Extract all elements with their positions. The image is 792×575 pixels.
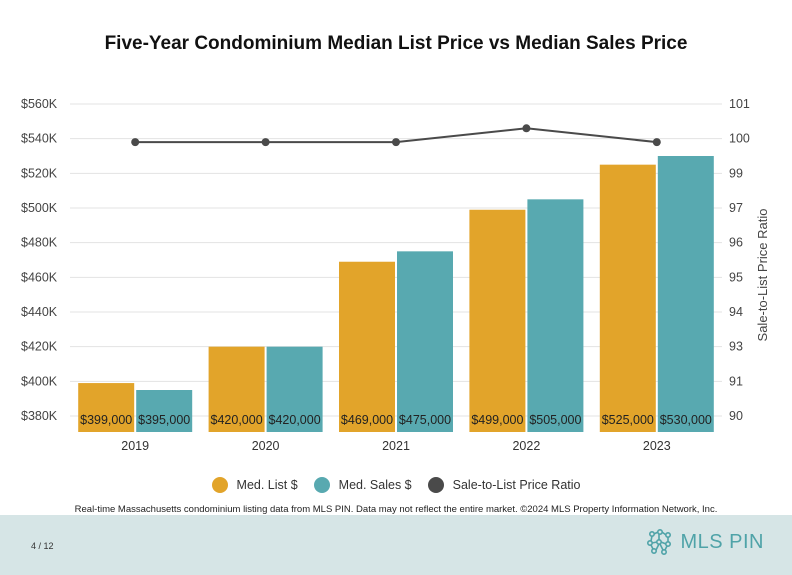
chart-legend: Med. List $ Med. Sales $ Sale-to-List Pr… bbox=[0, 477, 792, 493]
y-right-tick-label: 99 bbox=[729, 166, 743, 180]
y-right-tick-label: 97 bbox=[729, 201, 743, 215]
bar-list bbox=[78, 383, 135, 432]
y-left-tick-label: $520K bbox=[21, 166, 58, 180]
legend-label-sales: Med. Sales $ bbox=[338, 478, 412, 492]
legend-label-list: Med. List $ bbox=[236, 478, 298, 492]
x-tick-label: 2021 bbox=[382, 439, 410, 453]
bar-list bbox=[339, 261, 395, 432]
bar-sales bbox=[136, 390, 193, 432]
bar-sales bbox=[527, 199, 584, 432]
bar-list bbox=[469, 209, 526, 432]
y-right-tick-label: 95 bbox=[729, 270, 743, 284]
legend-swatch-sales bbox=[313, 477, 330, 493]
bar-list bbox=[208, 346, 265, 432]
y-right-tick-label: 101 bbox=[729, 97, 750, 111]
data-label-list: $499,000 bbox=[471, 413, 523, 427]
x-tick-label: 2022 bbox=[512, 439, 540, 453]
data-label-sales: $505,000 bbox=[529, 413, 581, 427]
y-left-tick-label: $480K bbox=[21, 236, 58, 250]
ratio-point bbox=[652, 138, 661, 147]
data-label-list: $469,000 bbox=[341, 413, 393, 427]
y-right-tick-label: 93 bbox=[729, 340, 743, 354]
ratio-point bbox=[522, 124, 531, 133]
data-label-sales: $530,000 bbox=[660, 413, 712, 427]
y-left-tick-label: $460K bbox=[21, 270, 58, 284]
data-label-sales: $395,000 bbox=[138, 413, 190, 427]
logo-text: MLS PIN bbox=[680, 530, 764, 553]
legend-item-ratio: Sale-to-List Price Ratio bbox=[427, 477, 581, 493]
legend-item-list: Med. List $ bbox=[211, 477, 298, 493]
ratio-point bbox=[261, 138, 270, 147]
x-tick-label: 2019 bbox=[121, 439, 149, 453]
legend-item-sales: Med. Sales $ bbox=[313, 477, 412, 493]
footer-band: 4 / 12 MLS PIN bbox=[0, 515, 792, 575]
legend-swatch-ratio bbox=[427, 477, 444, 493]
y-left-tick-label: $500K bbox=[21, 201, 58, 215]
bar-sales bbox=[657, 156, 714, 432]
bar-sales bbox=[266, 346, 323, 432]
y-left-tick-label: $420K bbox=[21, 340, 58, 354]
data-label-list: $525,000 bbox=[602, 413, 654, 427]
network-icon bbox=[647, 529, 672, 555]
data-label-list: $399,000 bbox=[80, 413, 132, 427]
data-label-sales: $475,000 bbox=[399, 413, 451, 427]
y-right-tick-label: 90 bbox=[729, 409, 743, 423]
y-left-tick-label: $540K bbox=[21, 132, 58, 146]
right-axis-title: Sale-to-List Price Ratio bbox=[755, 209, 770, 342]
y-right-tick-label: 94 bbox=[729, 305, 743, 319]
y-left-tick-label: $560K bbox=[21, 97, 58, 111]
y-right-tick-label: 96 bbox=[729, 236, 743, 250]
legend-swatch-list bbox=[211, 477, 228, 493]
y-right-tick-label: 100 bbox=[729, 132, 750, 146]
bar-list bbox=[599, 164, 656, 432]
y-right-tick-label: 91 bbox=[729, 374, 743, 388]
chart-title: Five-Year Condominium Median List Price … bbox=[104, 33, 688, 54]
ratio-point bbox=[131, 138, 140, 147]
y-left-tick-label: $440K bbox=[21, 305, 58, 319]
y-left-tick-label: $400K bbox=[21, 374, 58, 388]
data-label-list: $420,000 bbox=[211, 413, 263, 427]
ratio-point bbox=[392, 138, 400, 147]
footnote: Real-time Massachusetts condominium list… bbox=[74, 504, 718, 515]
chart-plot: $380K 90 $400K 91 $420K 93 $440K 94 $460K 95 $480K… bbox=[21, 97, 770, 453]
y-left-tick-label: $380K bbox=[21, 409, 58, 423]
page-number: 4 / 12 bbox=[31, 541, 54, 551]
x-tick-label: 2023 bbox=[643, 439, 671, 453]
bar-sales bbox=[397, 251, 453, 432]
legend-label-ratio: Sale-to-List Price Ratio bbox=[452, 478, 581, 492]
data-label-sales: $420,000 bbox=[269, 413, 321, 427]
x-tick-label: 2020 bbox=[252, 439, 280, 453]
mls-pin-logo: MLS PIN bbox=[646, 529, 764, 555]
